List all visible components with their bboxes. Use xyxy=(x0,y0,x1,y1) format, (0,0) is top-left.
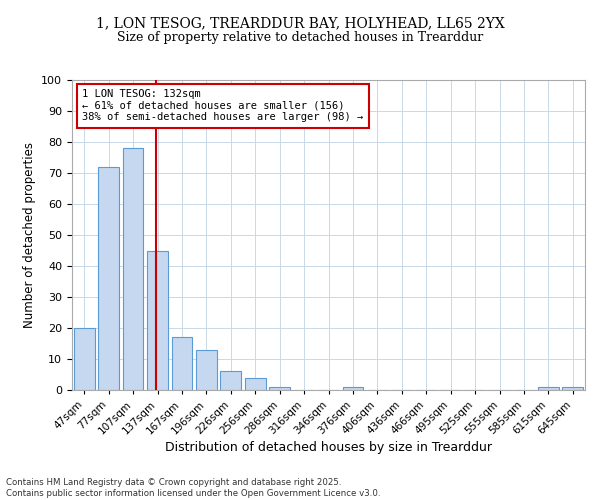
Bar xyxy=(98,167,119,390)
Bar xyxy=(538,387,559,390)
Bar xyxy=(220,372,241,390)
Bar xyxy=(245,378,266,390)
Text: Size of property relative to detached houses in Trearddur: Size of property relative to detached ho… xyxy=(117,31,483,44)
Bar xyxy=(343,387,364,390)
Bar xyxy=(122,148,143,390)
Bar xyxy=(562,387,583,390)
Text: 1, LON TESOG, TREARDDUR BAY, HOLYHEAD, LL65 2YX: 1, LON TESOG, TREARDDUR BAY, HOLYHEAD, L… xyxy=(95,16,505,30)
Text: Contains HM Land Registry data © Crown copyright and database right 2025.
Contai: Contains HM Land Registry data © Crown c… xyxy=(6,478,380,498)
Bar xyxy=(172,338,193,390)
Text: 1 LON TESOG: 132sqm
← 61% of detached houses are smaller (156)
38% of semi-detac: 1 LON TESOG: 132sqm ← 61% of detached ho… xyxy=(82,90,364,122)
Bar xyxy=(269,387,290,390)
Y-axis label: Number of detached properties: Number of detached properties xyxy=(23,142,36,328)
Bar xyxy=(196,350,217,390)
Bar xyxy=(147,250,168,390)
Bar xyxy=(74,328,95,390)
X-axis label: Distribution of detached houses by size in Trearddur: Distribution of detached houses by size … xyxy=(165,442,492,454)
